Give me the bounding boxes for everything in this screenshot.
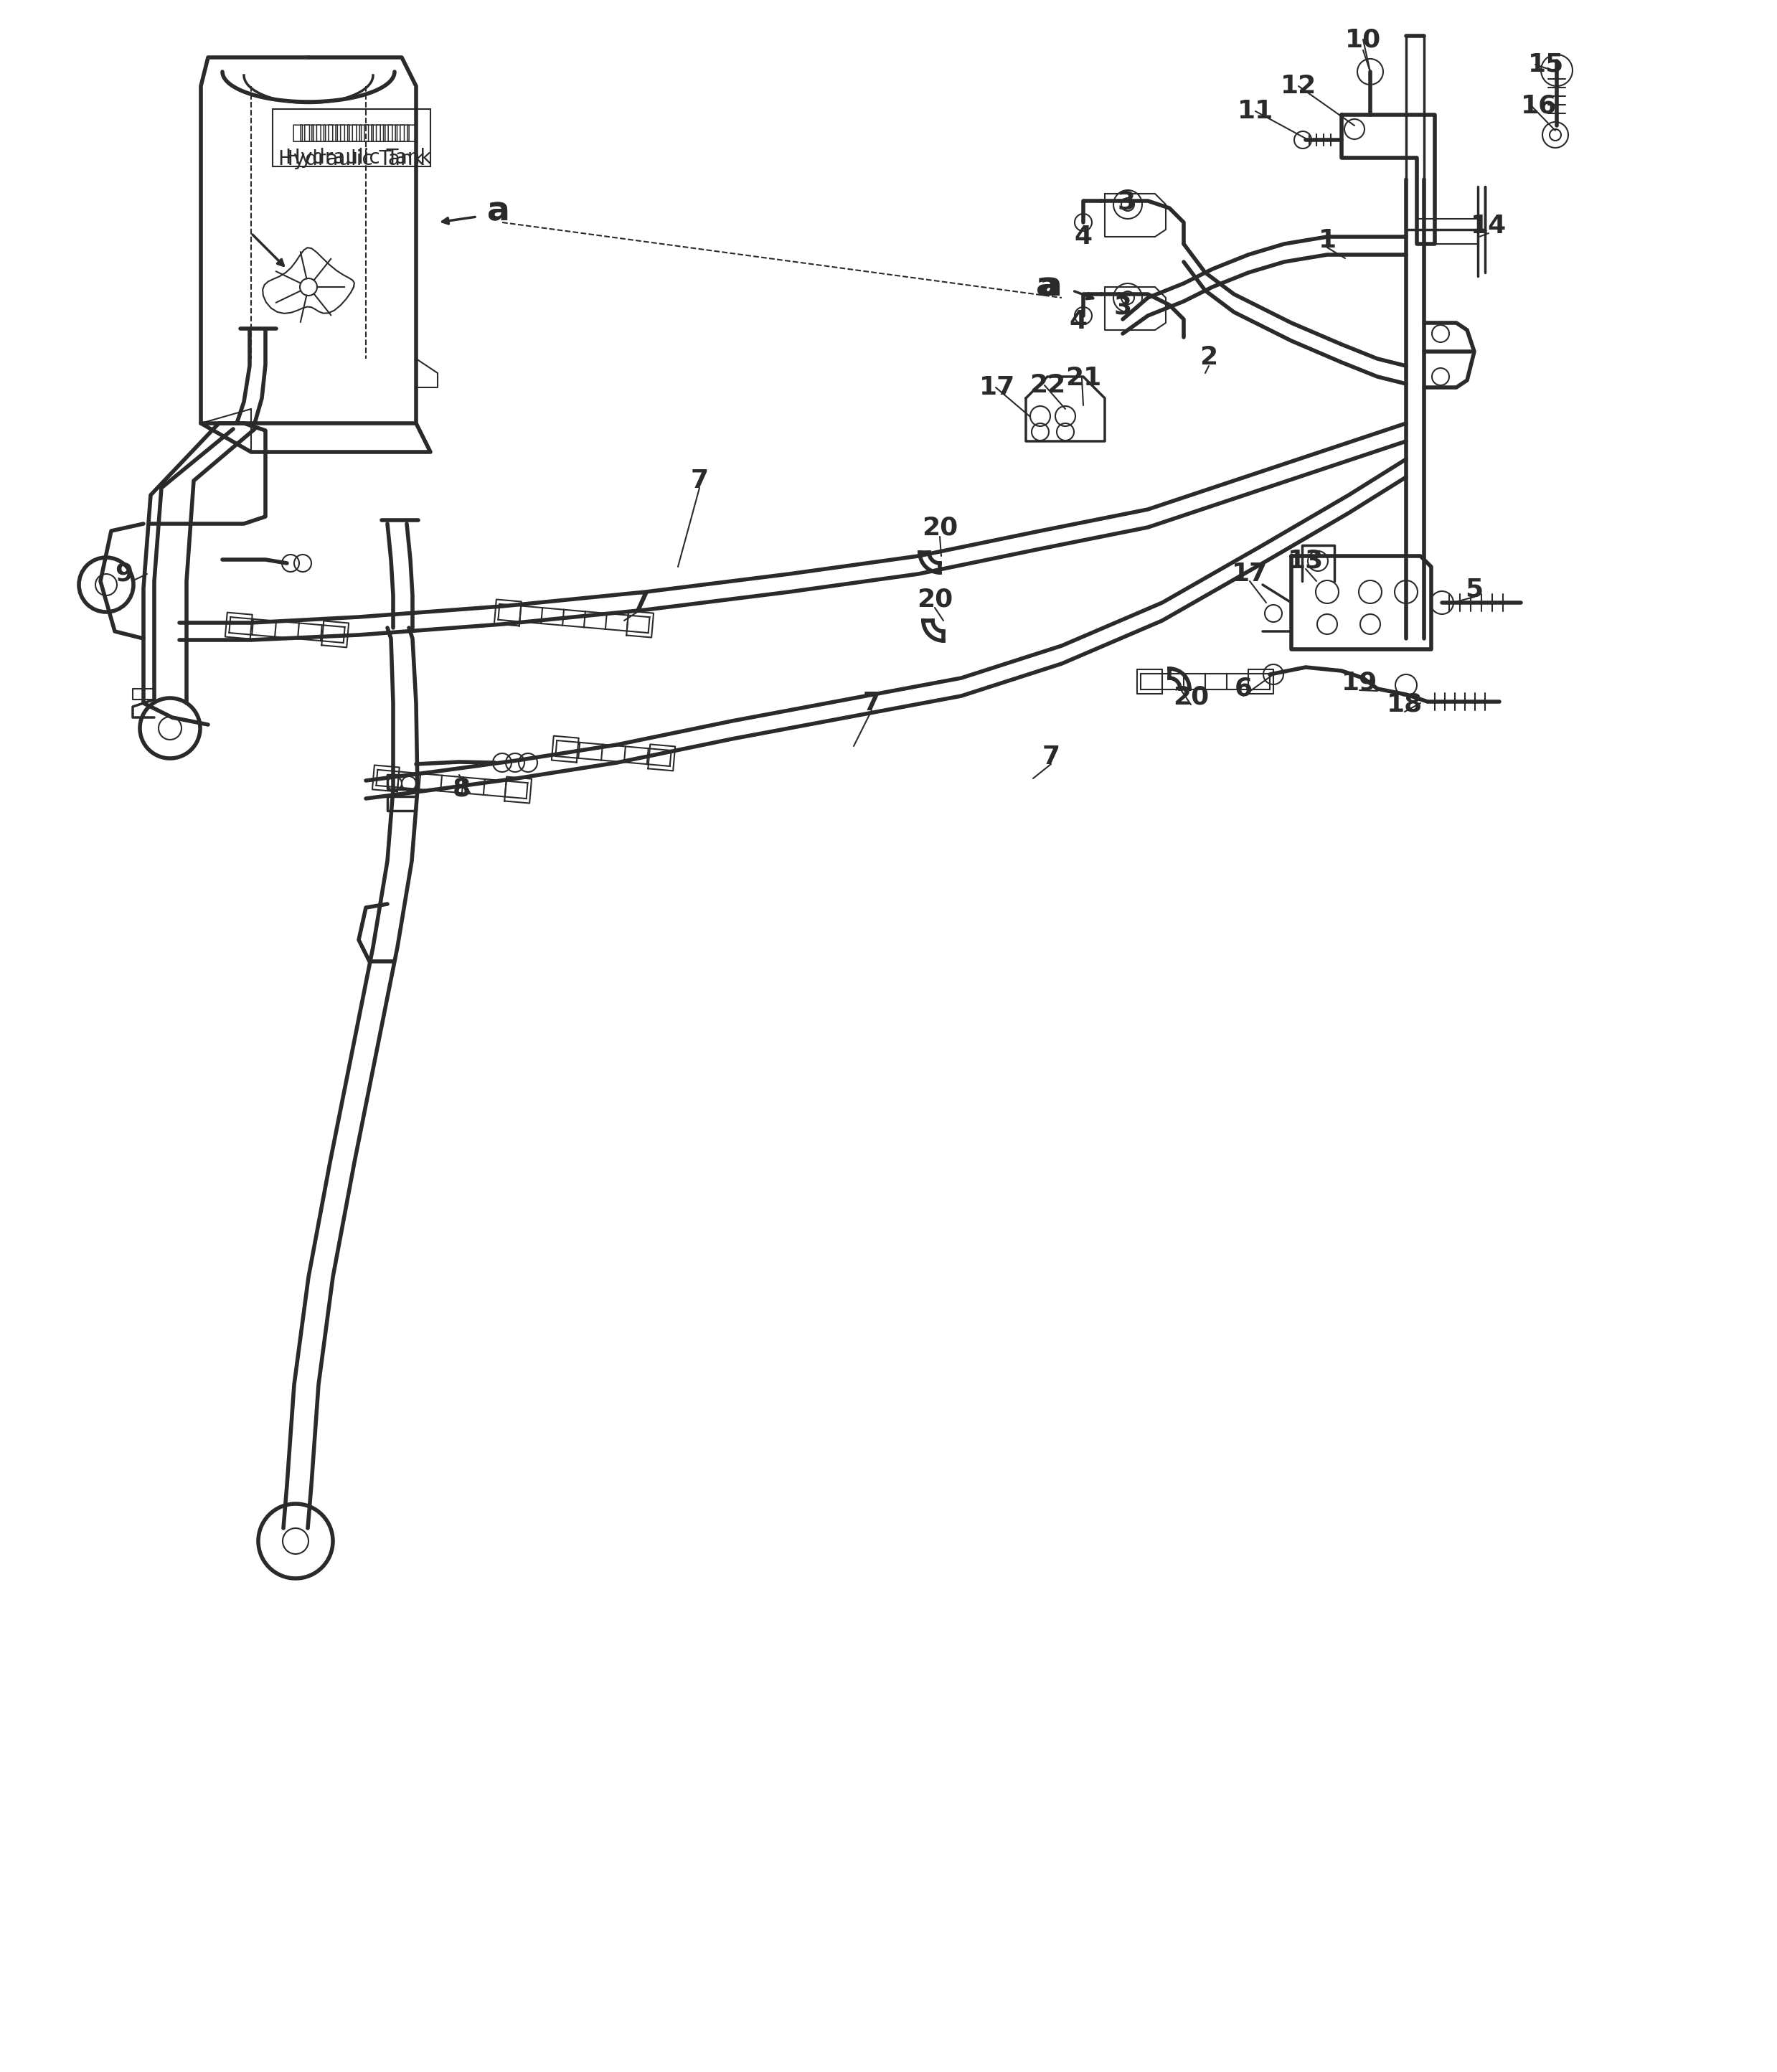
Text: 20: 20 (922, 516, 958, 539)
Text: 2: 2 (1199, 346, 1217, 369)
Text: 16: 16 (1521, 93, 1557, 118)
Text: 22: 22 (1029, 373, 1066, 398)
Text: a: a (1040, 271, 1063, 303)
Text: 13: 13 (1288, 549, 1324, 574)
Text: 4: 4 (1075, 224, 1093, 249)
Text: 17: 17 (979, 375, 1015, 400)
Bar (272, 110, 430, 166)
Text: 19: 19 (1342, 671, 1377, 696)
Text: 7: 7 (1041, 744, 1061, 769)
Text: 11: 11 (1237, 99, 1274, 124)
Text: 20: 20 (917, 586, 952, 611)
Text: 5: 5 (1466, 578, 1484, 603)
Text: 3: 3 (1118, 191, 1136, 215)
Text: 7: 7 (862, 690, 881, 715)
Text: 20: 20 (1173, 686, 1208, 709)
Text: 18: 18 (1386, 692, 1423, 717)
Text: 4: 4 (1070, 309, 1088, 334)
Text: ハイドロリックタンク: ハイドロリックタンク (291, 122, 410, 143)
Text: 1: 1 (1319, 228, 1336, 253)
Text: 21: 21 (1064, 367, 1102, 390)
Text: 9: 9 (116, 562, 133, 586)
Text: 6: 6 (1235, 678, 1253, 700)
Text: 8: 8 (453, 777, 471, 802)
Text: 3: 3 (1114, 294, 1132, 319)
Text: 7: 7 (691, 468, 709, 493)
Text: 7: 7 (631, 591, 650, 615)
Text: Hydraulic Tank: Hydraulic Tank (286, 147, 432, 168)
Text: 17: 17 (1231, 562, 1267, 586)
Text: 14: 14 (1471, 213, 1507, 238)
Text: Hydraulic Tank: Hydraulic Tank (279, 149, 425, 170)
Text: a: a (487, 195, 510, 228)
Text: 15: 15 (1528, 52, 1564, 77)
Text: 12: 12 (1281, 75, 1317, 97)
Text: a: a (487, 195, 510, 228)
Text: a: a (1036, 271, 1059, 303)
Text: 10: 10 (1345, 27, 1381, 52)
Text: ハイドロリックタンク: ハイドロリックタンク (299, 122, 418, 143)
